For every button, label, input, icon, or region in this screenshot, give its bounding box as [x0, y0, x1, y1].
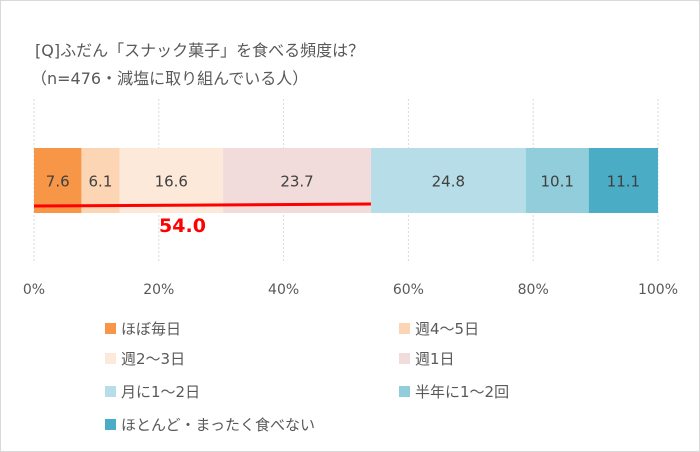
legend-label: 週4～5日 — [415, 320, 480, 338]
x-tick-label: 80% — [518, 282, 549, 298]
bar-segment — [525, 148, 589, 213]
bar-segment — [119, 148, 224, 213]
legend-swatch — [105, 386, 116, 397]
legend-item: ほとんど・まったく食べない — [105, 414, 315, 435]
annotation-label: 54.0 — [159, 215, 206, 237]
bar-segment — [34, 148, 82, 213]
legend-label: ほぼ毎日 — [121, 320, 182, 338]
legend-label: 月に1～2日 — [121, 383, 201, 401]
bar-segment — [588, 148, 658, 213]
legend-swatch — [105, 419, 116, 430]
legend-item: ほぼ毎日 — [105, 318, 181, 339]
bar-segment — [370, 148, 526, 213]
x-tick-label: 0% — [23, 282, 45, 298]
legend-label: 半年に1～2回 — [415, 383, 510, 401]
data-label: 7.6 — [46, 173, 70, 191]
x-tick-label: 40% — [268, 282, 299, 298]
data-label: 10.1 — [541, 173, 574, 191]
legend-item: 週4～5日 — [399, 318, 479, 339]
chart-subtitle: （n=476・減塩に取り組んでいる人） — [31, 69, 309, 88]
annotation-line — [33, 202, 371, 208]
legend-label: ほとんど・まったく食べない — [121, 416, 315, 434]
data-label: 6.1 — [89, 173, 113, 191]
bar-segment — [223, 148, 371, 213]
legend-swatch — [399, 353, 410, 364]
legend-swatch — [399, 386, 410, 397]
legend-label: 週1日 — [415, 350, 455, 368]
legend-item: 週1日 — [399, 348, 455, 369]
legend-label: 週2～3日 — [121, 350, 186, 368]
data-label: 24.8 — [432, 173, 465, 191]
data-label: 11.1 — [607, 173, 640, 191]
legend-item: 週2～3日 — [105, 348, 185, 369]
legend-swatch — [105, 323, 116, 334]
chart-title: [Q]ふだん「スナック菓子」を食べる頻度は？ — [35, 41, 365, 60]
legend-item: 半年に1～2回 — [399, 381, 509, 402]
x-tick-label: 60% — [393, 282, 424, 298]
x-tick-label: 20% — [143, 282, 174, 298]
legend-swatch — [399, 323, 410, 334]
data-label: 23.7 — [280, 173, 313, 191]
bar-segment — [81, 148, 120, 213]
legend-swatch — [105, 353, 116, 364]
legend-item: 月に1～2日 — [105, 381, 200, 402]
data-label: 16.6 — [155, 173, 188, 191]
x-tick-label: 100% — [638, 282, 678, 298]
